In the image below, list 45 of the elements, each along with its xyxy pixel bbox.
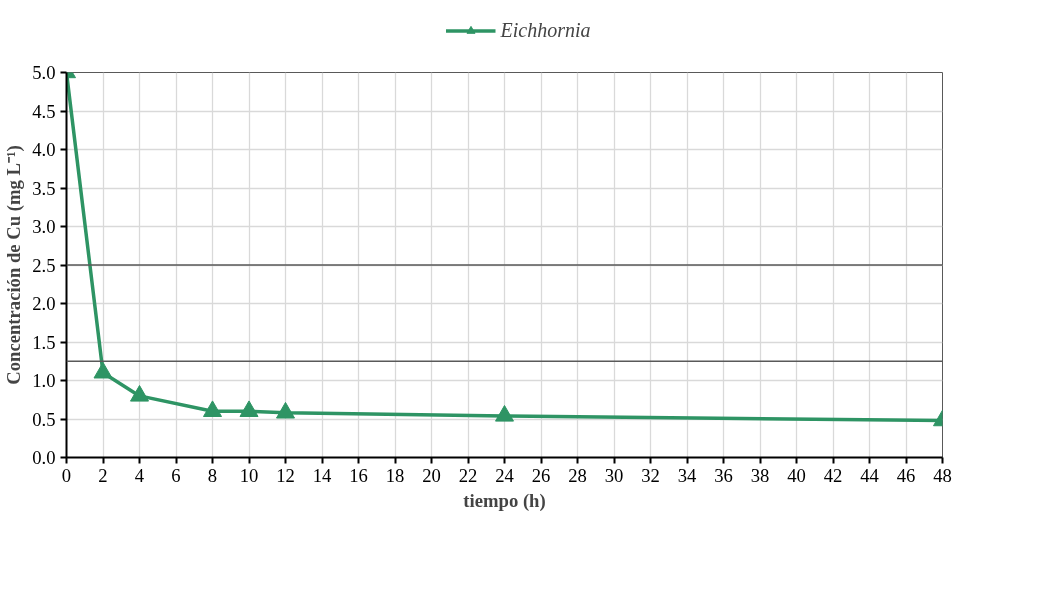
x-tick-label: 8 (207, 464, 218, 486)
x-tick-label: 4 (134, 464, 145, 486)
x-tick-label: 22 (458, 464, 478, 486)
x-tick-label: 40 (787, 464, 806, 486)
x-tick-label: 42 (823, 464, 843, 486)
x-tick-label: 48 (933, 464, 952, 486)
x-tick-label: 44 (860, 464, 880, 486)
x-tick-label: 28 (568, 464, 587, 486)
legend-label: Eichhornia (500, 18, 591, 42)
x-tick-label: 12 (276, 464, 295, 486)
y-tick-label: 0.0 (32, 447, 56, 468)
x-tick-label: 14 (312, 464, 332, 486)
y-tick-label: 0.5 (32, 408, 56, 430)
point (239, 400, 259, 417)
x-tick-label: 34 (677, 464, 697, 486)
x-tick-label: 38 (750, 464, 770, 486)
x-tick-label: 16 (349, 464, 368, 486)
y-tick-label: 3.0 (32, 216, 56, 237)
x-tick-label: 0 (61, 464, 72, 486)
point (203, 400, 222, 417)
y-tick-label: 4.0 (32, 139, 56, 160)
x-tick-label: 26 (531, 464, 551, 486)
y-tick-label: 1.5 (32, 331, 56, 353)
x-tick-label: 32 (641, 464, 660, 486)
y-tick-label: 4.5 (32, 100, 56, 122)
x-tick-label: 10 (239, 464, 259, 486)
y-axis-title: Concentración de Cu (mg L⁻¹) (3, 145, 26, 385)
x-tick-label: 18 (385, 464, 405, 486)
x-tick-label: 30 (604, 464, 624, 486)
y-tick-label: 2.0 (32, 293, 56, 314)
x-axis-title: tiempo (h) (463, 489, 546, 512)
x-tick-label: 24 (495, 464, 515, 486)
x-tick-label: 2 (98, 464, 108, 486)
point (130, 385, 149, 402)
x-tick-label: 20 (422, 464, 441, 486)
point (495, 405, 514, 422)
x-tick-label: 46 (896, 464, 916, 486)
y-tick-label: 1.0 (32, 370, 56, 391)
y-tick-label: 5.0 (32, 62, 56, 83)
y-tick-label: 2.5 (32, 254, 56, 276)
x-tick-label: 6 (171, 464, 181, 486)
point (93, 361, 113, 379)
y-tick-label: 3.5 (32, 177, 56, 199)
x-tick-label: 36 (714, 464, 733, 486)
point (276, 401, 295, 419)
